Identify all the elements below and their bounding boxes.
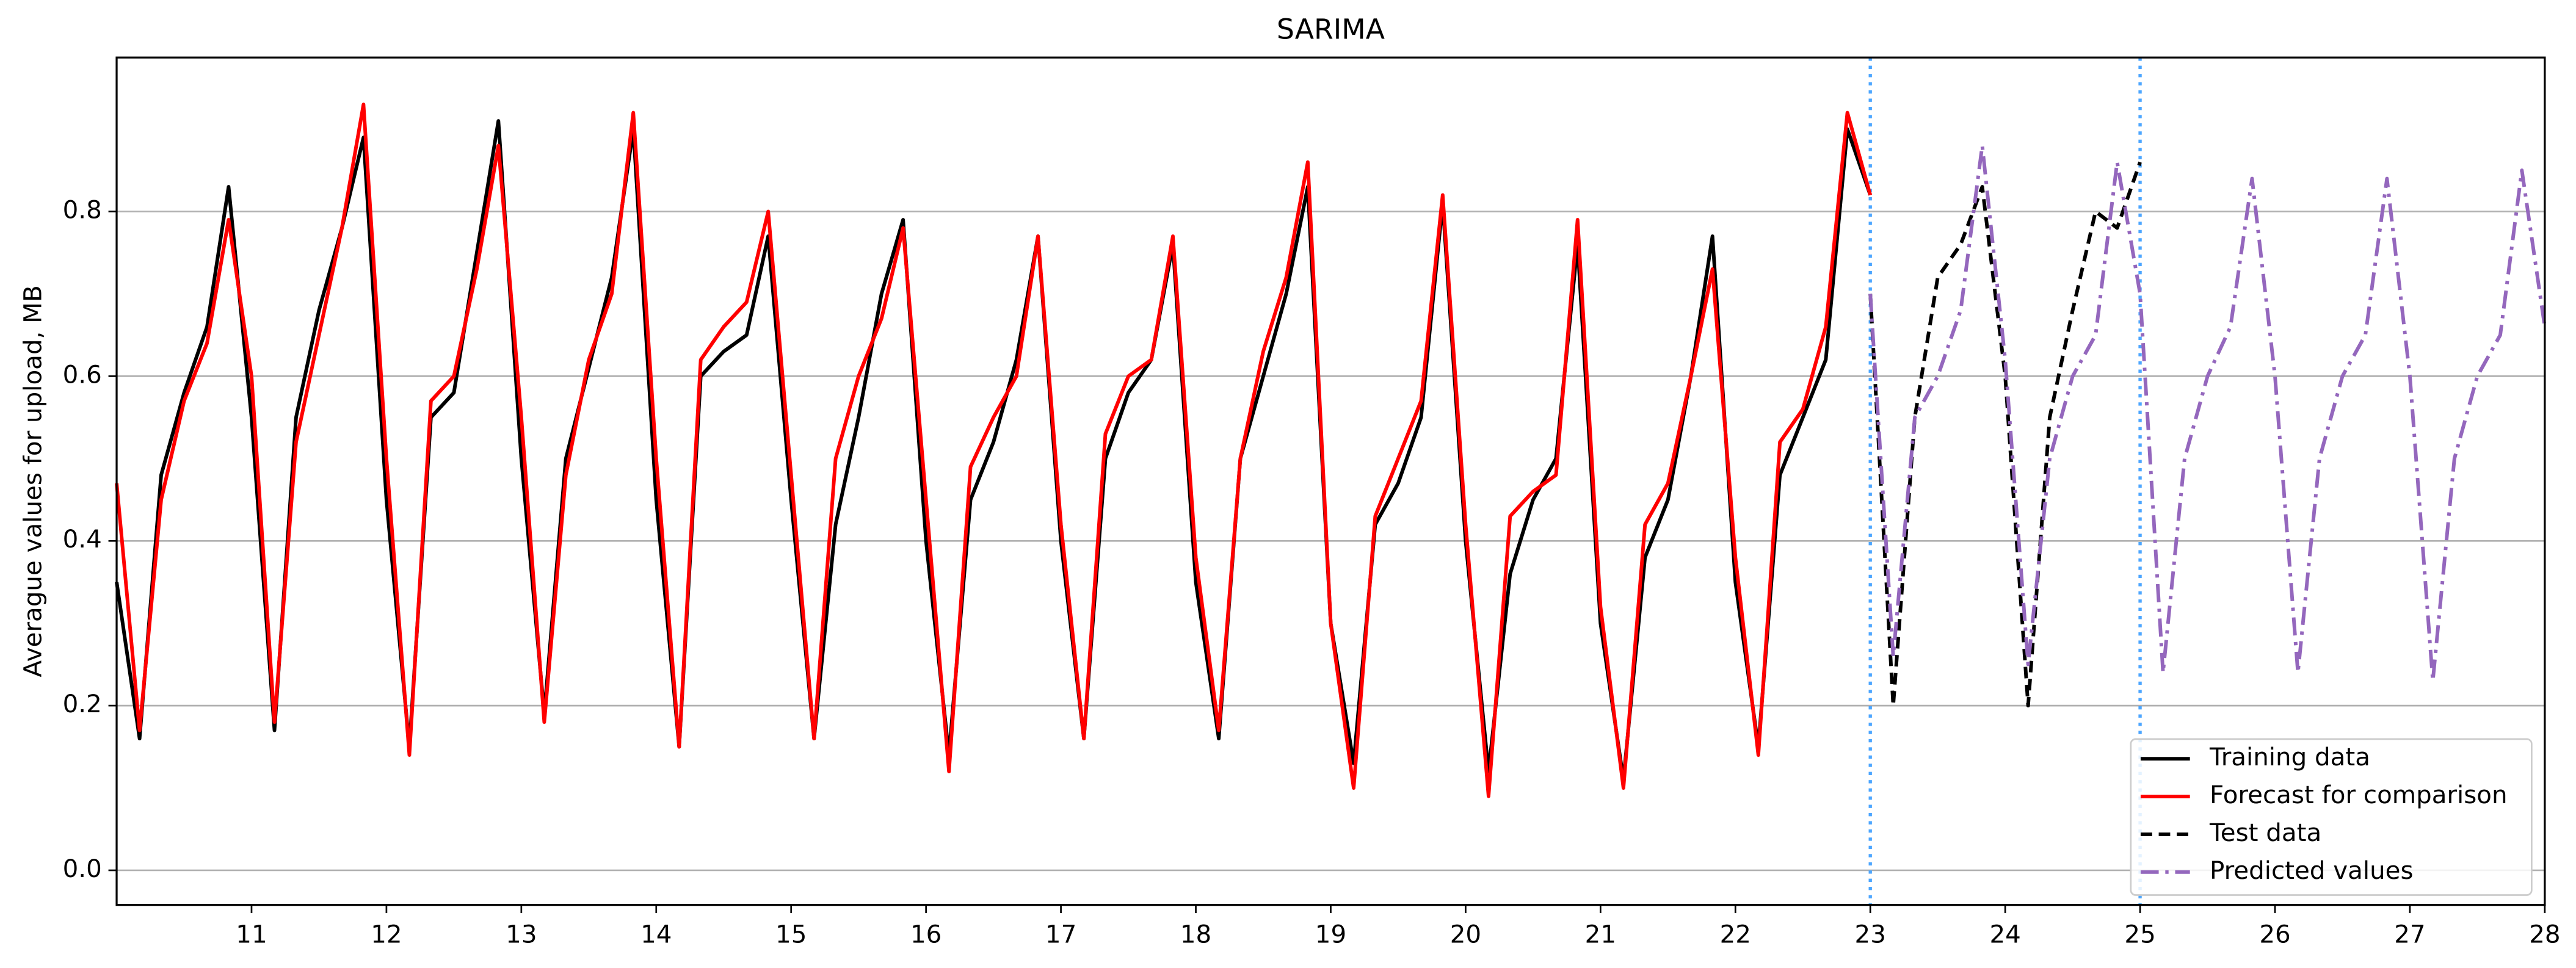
x-tick-label: 22 [1720,920,1751,949]
x-tick-label: 26 [2259,920,2290,949]
y-tick-label: 0.6 [63,360,102,389]
y-tick-label: 0.2 [63,690,102,718]
y-axis-label: Averague values for upload, MB [19,285,48,677]
legend-label: Predicted values [2210,856,2414,885]
legend-label: Training data [2209,743,2370,771]
x-tick-label: 12 [371,920,402,949]
x-tick-label: 21 [1585,920,1616,949]
x-tick-label: 20 [1450,920,1481,949]
x-tick-label: 17 [1045,920,1076,949]
series-line [115,119,1872,782]
x-tick-label: 28 [2529,920,2560,949]
chart-title: SARIMA [1277,13,1385,46]
x-tick-label: 16 [910,920,942,949]
x-tick-label: 24 [1989,920,2020,949]
x-tick-label: 25 [2124,920,2155,949]
legend-box [2130,738,2533,896]
series-line [1868,161,2142,708]
x-tick-label: 19 [1315,920,1346,949]
x-tick-label: 15 [775,920,807,949]
legend-label: Test data [2209,818,2321,847]
y-tick-label: 0.4 [63,525,102,554]
legend-label: Forecast for comparison [2210,781,2508,809]
y-tick-label: 0.0 [63,854,102,883]
x-tick-label: 18 [1180,920,1211,949]
x-tick-label: 11 [236,920,267,949]
series-line [1868,143,2547,683]
x-tick-label: 27 [2394,920,2425,949]
y-tick-label: 0.8 [63,196,102,225]
plot-frame [115,56,2546,906]
series-line [115,103,1873,798]
x-tick-label: 14 [640,920,672,949]
x-tick-label: 13 [506,920,537,949]
x-tick-label: 23 [1855,920,1886,949]
